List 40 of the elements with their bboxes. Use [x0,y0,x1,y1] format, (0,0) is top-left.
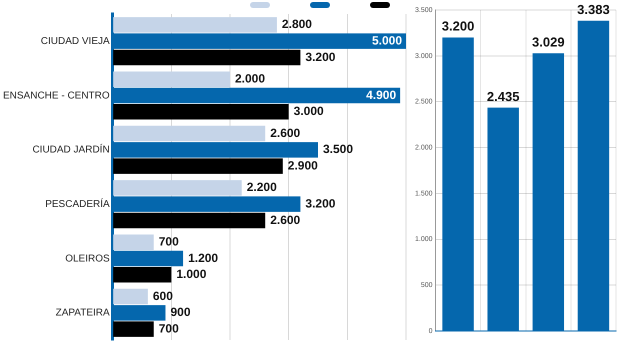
data-label: 1.200 [188,250,218,265]
data-label: 3.200 [305,196,336,210]
data-label: 2.600 [270,126,301,140]
bar [113,288,148,304]
y-tick-label: CIUDAD JARDÍN [32,144,110,156]
data-label: 3.000 [294,104,324,118]
data-label: 3.383 [577,2,610,17]
data-label: 2.800 [282,17,312,32]
data-label: 1.000 [176,267,207,282]
data-label: 700 [158,321,180,336]
data-label: 3.500 [323,142,354,156]
bar [113,180,242,196]
bar [113,71,230,87]
data-label: 3.200 [442,18,474,34]
y-tick-label: ENSANCHE - CENTRO [2,90,110,102]
bar [113,321,154,337]
bar [113,104,289,120]
bar [113,212,266,228]
y-tick-label: CIUDAD VIEJA [40,36,110,47]
data-label: 4.900 [366,88,396,102]
bar [113,17,277,33]
bar [113,234,154,250]
data-label: 700 [158,234,180,249]
y-tick-label: ZAPATEIRA [56,308,110,319]
y-tick-label: OLEIROS [65,253,110,264]
data-label: 2.900 [288,158,318,172]
data-label: 5.000 [372,33,402,48]
data-label: 600 [152,288,174,303]
bar [113,158,283,174]
bar [113,267,172,283]
bar [113,50,300,66]
data-label: 3.029 [532,34,565,50]
y-tick-label: PESCADERÍA [45,198,110,210]
data-label: 2.000 [235,72,266,86]
data-label: 2.600 [270,212,301,227]
data-label: 3.200 [305,50,336,64]
data-label: 2.435 [486,88,520,104]
data-label: 2.200 [246,180,278,194]
data-label: 900 [170,305,191,320]
bar [113,126,266,142]
